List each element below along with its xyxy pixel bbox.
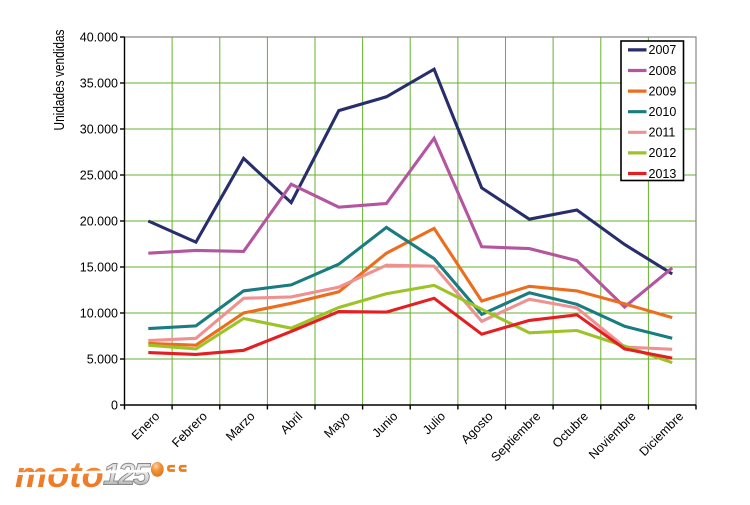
svg-text:25.000: 25.000 [80,168,118,182]
svg-text:125: 125 [103,457,151,492]
svg-text:2012: 2012 [649,146,677,160]
svg-text:15.000: 15.000 [80,260,118,274]
svg-text:20.000: 20.000 [80,214,118,228]
svg-text:0: 0 [111,398,118,412]
svg-text:2010: 2010 [649,105,677,119]
svg-text:Unidades vendidas: Unidades vendidas [51,30,68,131]
svg-text:10.000: 10.000 [80,306,118,320]
svg-text:30.000: 30.000 [80,122,118,136]
svg-text:40.000: 40.000 [80,30,118,44]
svg-text:35.000: 35.000 [80,76,118,90]
svg-text:2009: 2009 [649,84,677,98]
svg-text:5.000: 5.000 [87,352,118,366]
svg-text:2008: 2008 [649,64,677,78]
svg-text:2013: 2013 [649,167,677,181]
svg-text:2011: 2011 [649,126,676,140]
svg-text:2007: 2007 [649,43,677,57]
